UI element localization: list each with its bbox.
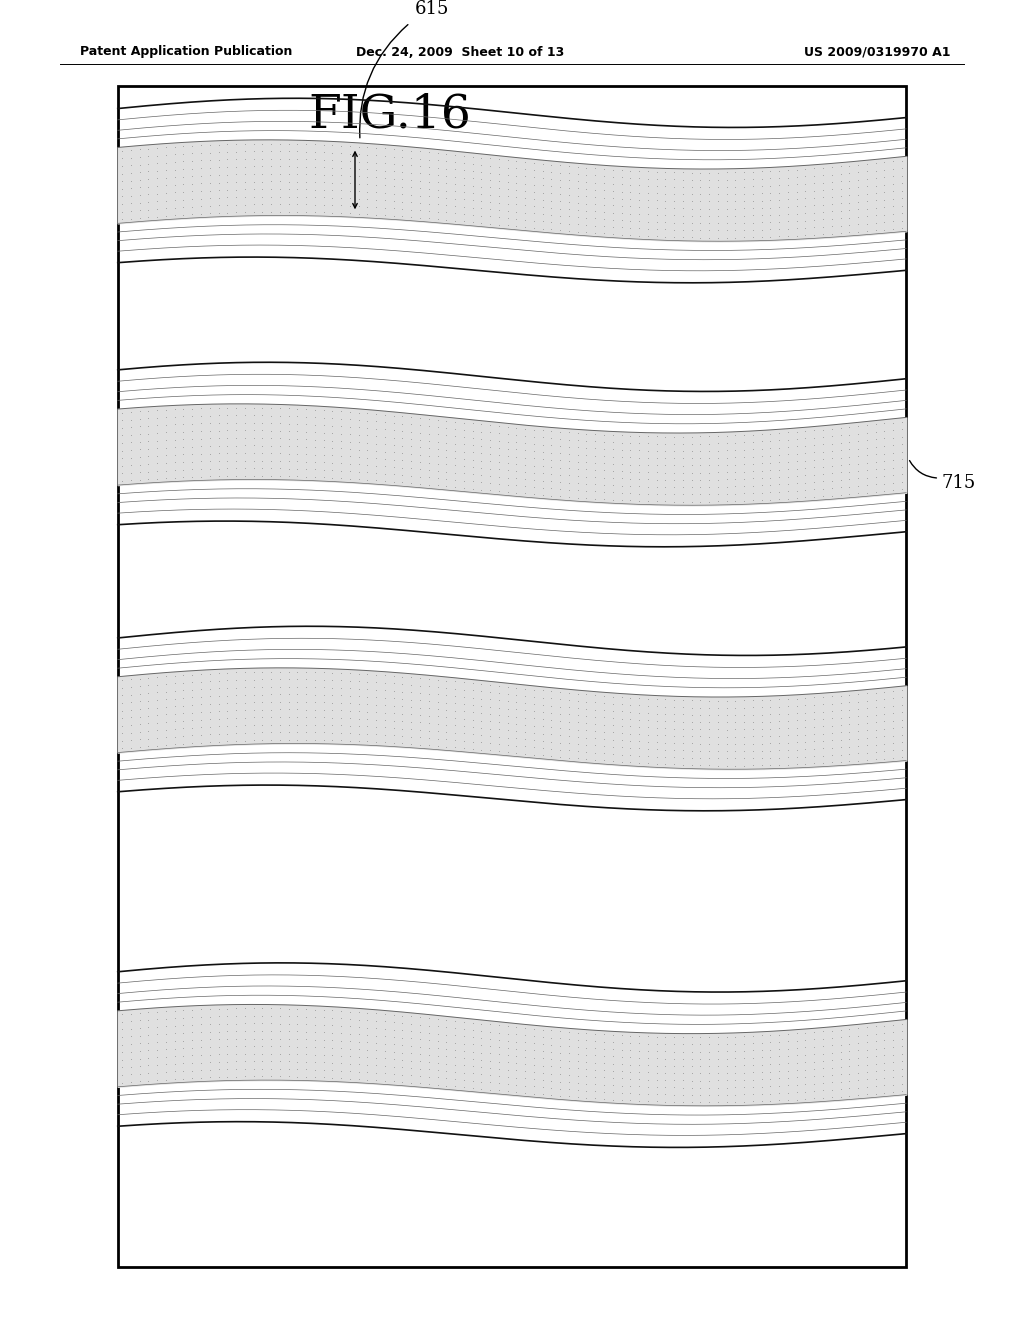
Bar bbox=[118, 86, 906, 1267]
Text: 615: 615 bbox=[415, 0, 450, 17]
Text: FIG.16: FIG.16 bbox=[308, 92, 471, 137]
Text: Patent Application Publication: Patent Application Publication bbox=[80, 45, 293, 58]
Text: 715: 715 bbox=[941, 474, 976, 492]
Text: Dec. 24, 2009  Sheet 10 of 13: Dec. 24, 2009 Sheet 10 of 13 bbox=[356, 45, 564, 58]
Text: US 2009/0319970 A1: US 2009/0319970 A1 bbox=[804, 45, 950, 58]
